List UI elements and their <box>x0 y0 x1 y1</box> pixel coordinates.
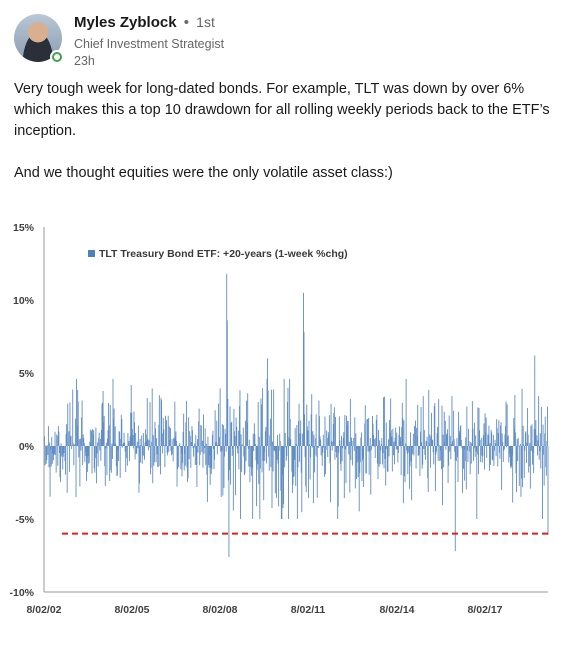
author-line: Myles Zyblock • 1st <box>74 14 215 31</box>
author-headline: Chief Investment Strategist <box>74 37 225 51</box>
x-tick-label: 8/02/08 <box>202 604 237 616</box>
connection-degree: 1st <box>196 14 215 30</box>
post-header: Myles Zyblock • 1st Chief Investment Str… <box>14 12 574 68</box>
post-text: Very tough week for long-dated bonds. Fo… <box>14 79 576 184</box>
legend-swatch <box>88 250 95 257</box>
bullet-separator: • <box>183 14 189 31</box>
post-chart-image[interactable]: 15% 10% 5% 0% -5% -10% 8/02/02 8/02/05 8/02/08 8… <box>0 206 582 626</box>
post-text-line: inception. <box>14 123 77 139</box>
y-tick-label: -5% <box>15 514 34 526</box>
x-tick-label: 8/02/02 <box>26 604 61 616</box>
post-text-line: which makes this a top 10 drawdown for a… <box>14 102 550 118</box>
y-tick-label: 15% <box>13 222 35 234</box>
x-tick-label: 8/02/05 <box>114 604 149 616</box>
y-tick-label: 0% <box>19 441 35 453</box>
y-tick-label: 5% <box>19 368 35 380</box>
post-text-line: Very tough week for long-dated bonds. Fo… <box>14 81 525 97</box>
online-status-icon <box>50 50 64 64</box>
x-tick-label: 8/02/11 <box>291 604 326 616</box>
y-tick-label: -10% <box>9 587 34 599</box>
x-tick-label: 8/02/17 <box>467 604 502 616</box>
post-text-line: And we thought equities were the only vo… <box>14 165 393 181</box>
tlt-weekly-change-chart: 15% 10% 5% 0% -5% -10% 8/02/02 8/02/05 8/02/08 8… <box>9 222 549 616</box>
post-timestamp: 23h <box>74 54 95 68</box>
legend-label: TLT Treasury Bond ETF: +20-years (1-week… <box>99 248 348 260</box>
y-tick-label: 10% <box>13 295 35 307</box>
author-name[interactable]: Myles Zyblock <box>74 14 177 31</box>
x-tick-label: 8/02/14 <box>379 604 414 616</box>
weekly-change-bars <box>43 273 549 557</box>
